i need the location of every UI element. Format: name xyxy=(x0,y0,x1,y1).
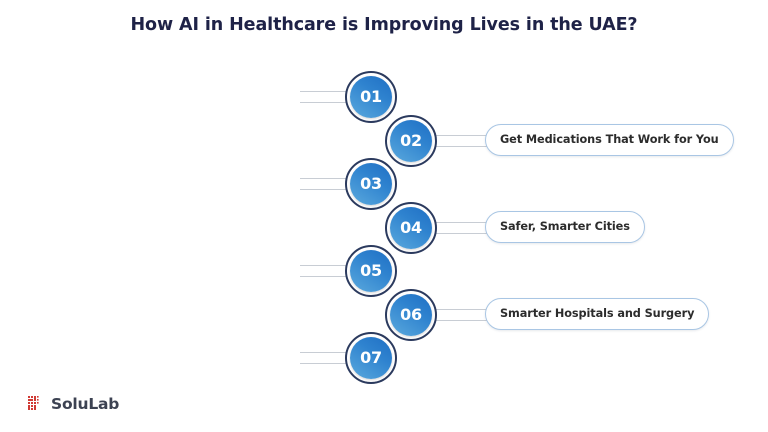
step-number-badge[interactable]: 04 xyxy=(385,201,437,254)
badge-disc: 06 xyxy=(390,293,432,336)
badge-disc: 05 xyxy=(350,250,392,292)
connector-line xyxy=(300,352,348,364)
badge-disc: 01 xyxy=(350,76,392,118)
step-label-pill[interactable]: Smarter Hospitals and Surgery xyxy=(485,297,710,330)
step-label-text: Smarter Hospitals and Surgery xyxy=(500,307,695,320)
badge-disc: 07 xyxy=(350,337,392,379)
step-label-text: Get Medications That Work for You xyxy=(500,133,719,146)
qr-pixel-mark-icon xyxy=(28,395,39,410)
connector-line xyxy=(435,308,487,321)
step-label-pill[interactable]: Get Medications That Work for You xyxy=(485,123,734,156)
step-number-text: 02 xyxy=(400,130,422,150)
connector-line xyxy=(435,221,487,234)
step-number-text: 07 xyxy=(360,348,382,367)
step-number-text: 01 xyxy=(360,87,382,106)
step-number-badge[interactable]: 01 xyxy=(345,71,397,123)
step-number-badge[interactable]: 07 xyxy=(345,332,397,384)
connector-line xyxy=(435,134,487,147)
brand-name: SoluLab xyxy=(51,395,120,413)
step-number-badge[interactable]: 03 xyxy=(345,158,397,210)
brand-logo: SoluLab xyxy=(28,395,119,413)
badge-disc: 04 xyxy=(390,206,432,249)
badge-disc: 02 xyxy=(390,119,432,162)
connector-line xyxy=(300,91,348,103)
step-number-text: 04 xyxy=(400,217,422,237)
connector-line xyxy=(300,178,348,190)
step-label-pill[interactable]: Safer, Smarter Cities xyxy=(485,210,645,243)
connector-line xyxy=(300,265,348,277)
step-number-text: 03 xyxy=(360,174,382,193)
step-number-text: 05 xyxy=(360,261,382,280)
step-label-text: Safer, Smarter Cities xyxy=(500,220,630,233)
badge-disc: 03 xyxy=(350,163,392,205)
step-number-badge[interactable]: 02 xyxy=(385,114,437,167)
step-number-badge[interactable]: 05 xyxy=(345,245,397,297)
step-number-text: 06 xyxy=(400,304,422,324)
step-number-badge[interactable]: 06 xyxy=(385,288,437,341)
page-title: How AI in Healthcare is Improving Lives … xyxy=(130,15,638,35)
